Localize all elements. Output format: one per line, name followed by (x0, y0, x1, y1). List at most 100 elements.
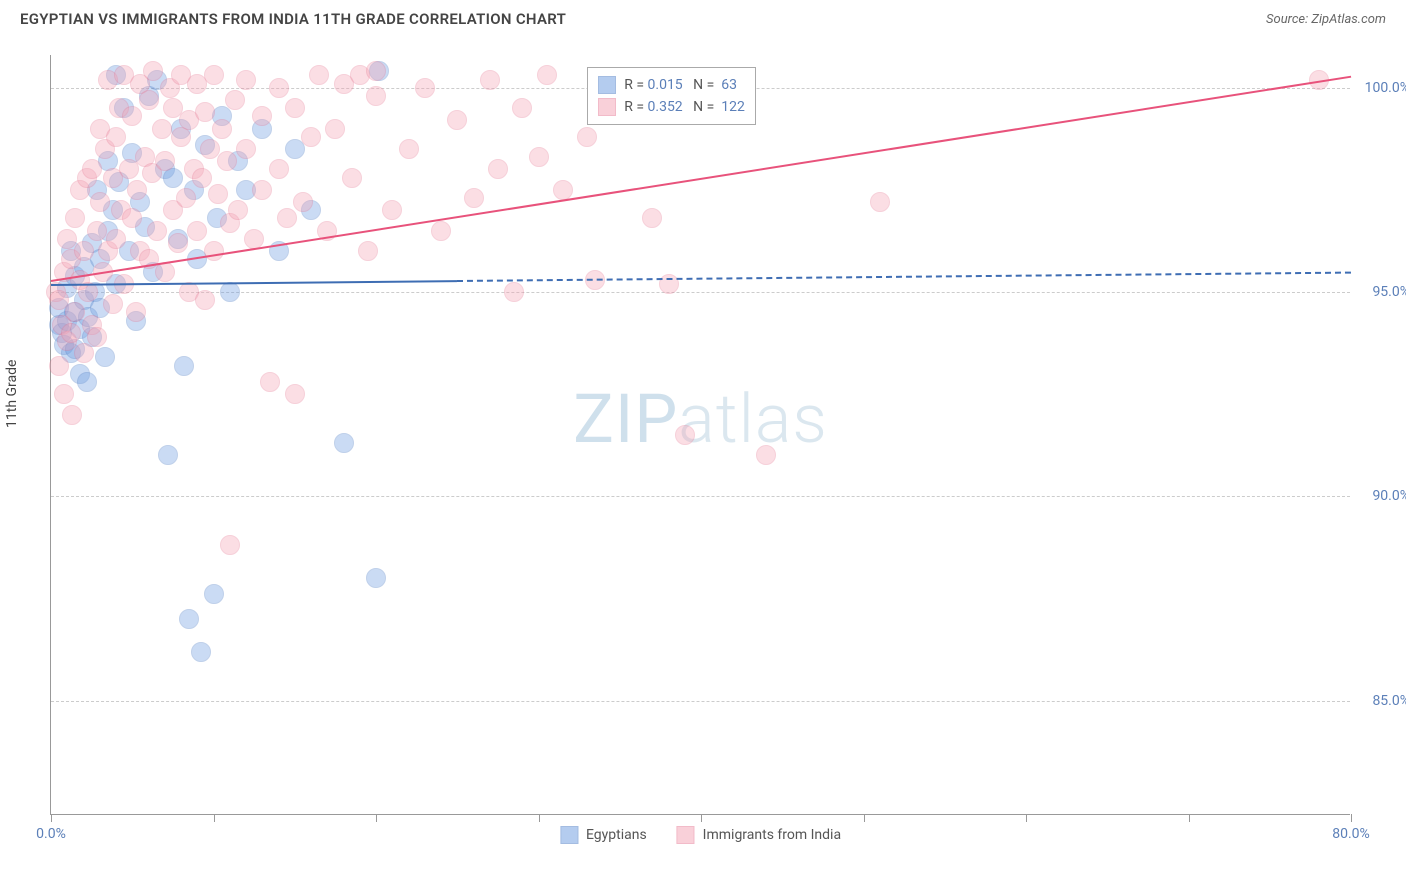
y-tick-label: 90.0% (1355, 488, 1406, 504)
data-point (553, 180, 573, 200)
data-point (220, 535, 240, 555)
series-legend: Egyptians Immigrants from India (560, 826, 841, 844)
data-point (187, 221, 207, 241)
y-tick-label: 95.0% (1355, 284, 1406, 300)
rn-legend-text: R = 0.352 N = 122 (624, 99, 745, 115)
data-point (195, 290, 215, 310)
legend-item: Egyptians (560, 826, 647, 844)
data-point (293, 192, 313, 212)
data-point (225, 90, 245, 110)
data-point (62, 405, 82, 425)
data-point (480, 70, 500, 90)
data-point (212, 119, 232, 139)
scatter-chart: ZIPatlas 85.0%90.0%95.0%100.0%0.0%80.0%R… (50, 55, 1350, 815)
data-point (358, 241, 378, 261)
data-point (87, 327, 107, 347)
rn-legend-row: R = 0.352 N = 122 (598, 96, 745, 118)
data-point (208, 184, 228, 204)
rn-legend: R = 0.015 N = 63 R = 0.352 N = 122 (587, 67, 756, 125)
data-point (90, 192, 110, 212)
data-point (143, 61, 163, 81)
data-point (139, 90, 159, 110)
data-point (168, 233, 188, 253)
data-point (366, 61, 386, 81)
data-point (147, 221, 167, 241)
data-point (431, 221, 451, 241)
data-point (334, 433, 354, 453)
data-point (382, 200, 402, 220)
data-point (870, 192, 890, 212)
data-point (204, 65, 224, 85)
data-point (252, 106, 272, 126)
data-point (228, 200, 248, 220)
x-tick (214, 814, 215, 822)
x-tick-label: 80.0% (1332, 826, 1370, 842)
grid-line (51, 701, 1350, 702)
data-point (301, 127, 321, 147)
watermark: ZIPatlas (573, 379, 828, 459)
data-point (195, 102, 215, 122)
source-label: Source: ZipAtlas.com (1266, 12, 1386, 27)
data-point (74, 343, 94, 363)
data-point (106, 229, 126, 249)
data-point (447, 110, 467, 130)
data-point (464, 188, 484, 208)
data-point (415, 78, 435, 98)
legend-swatch (677, 826, 695, 844)
data-point (399, 139, 419, 159)
data-point (285, 384, 305, 404)
data-point (366, 86, 386, 106)
x-tick (1026, 814, 1027, 822)
data-point (54, 384, 74, 404)
data-point (217, 151, 237, 171)
data-point (103, 294, 123, 314)
data-point (756, 445, 776, 465)
data-point (176, 188, 196, 208)
data-point (577, 127, 597, 147)
data-point (49, 356, 69, 376)
data-point (191, 642, 211, 662)
data-point (77, 372, 97, 392)
legend-item: Immigrants from India (677, 826, 841, 844)
rn-legend-row: R = 0.015 N = 63 (598, 74, 745, 96)
data-point (155, 151, 175, 171)
data-point (537, 65, 557, 85)
x-tick (1189, 814, 1190, 822)
x-tick (701, 814, 702, 822)
data-point (74, 241, 94, 261)
chart-title: EGYPTIAN VS IMMIGRANTS FROM INDIA 11TH G… (20, 10, 566, 28)
data-point (106, 127, 126, 147)
data-point (285, 98, 305, 118)
data-point (488, 159, 508, 179)
data-point (642, 208, 662, 228)
data-point (179, 609, 199, 629)
data-point (127, 180, 147, 200)
grid-line (51, 292, 1350, 293)
y-tick-label: 100.0% (1355, 80, 1406, 96)
data-point (158, 445, 178, 465)
data-point (366, 568, 386, 588)
x-tick (864, 814, 865, 822)
data-point (95, 347, 115, 367)
data-point (260, 372, 280, 392)
data-point (204, 241, 224, 261)
legend-swatch (598, 98, 616, 116)
legend-label: Egyptians (586, 827, 647, 843)
data-point (174, 356, 194, 376)
data-point (252, 180, 272, 200)
data-point (204, 584, 224, 604)
x-tick-label: 0.0% (36, 826, 66, 842)
data-point (236, 70, 256, 90)
data-point (126, 302, 146, 322)
data-point (504, 282, 524, 302)
data-point (236, 139, 256, 159)
grid-line (51, 496, 1350, 497)
data-point (152, 119, 172, 139)
y-tick-label: 85.0% (1355, 693, 1406, 709)
data-point (277, 208, 297, 228)
data-point (325, 119, 345, 139)
legend-swatch (598, 76, 616, 94)
y-axis-label: 11th Grade (4, 360, 20, 428)
legend-label: Immigrants from India (703, 827, 841, 843)
data-point (122, 106, 142, 126)
